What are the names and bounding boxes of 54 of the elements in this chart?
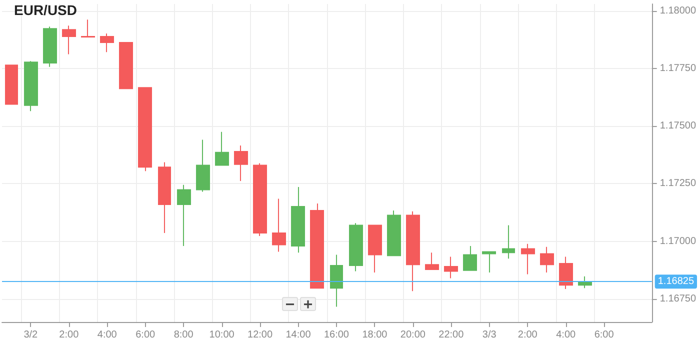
y-tick-label: 1.17750	[660, 63, 696, 74]
x-tick-label: 10:00	[209, 330, 235, 340]
x-tick-label: 14:00	[286, 330, 312, 340]
candlestick	[5, 64, 18, 105]
candlestick	[119, 42, 133, 90]
candlestick	[234, 144, 248, 182]
candlestick	[387, 210, 401, 256]
x-tick-label: 4:00	[556, 330, 576, 340]
candlestick	[482, 251, 496, 273]
candlestick	[177, 184, 191, 246]
candlestick	[330, 254, 343, 308]
candlestick	[463, 245, 477, 271]
ref-line-label: 1.16825	[658, 276, 694, 288]
x-tick-label: 3/3	[482, 330, 497, 340]
candlestick	[158, 162, 171, 234]
chart-title: EUR/USD	[14, 2, 78, 18]
candlestick	[349, 222, 363, 272]
x-tick-label: 22:00	[438, 330, 464, 340]
candlestick	[43, 26, 57, 68]
candlestick	[253, 162, 267, 237]
x-tick-label: 3/2	[24, 330, 38, 340]
y-tick-label: 1.17000	[660, 236, 696, 247]
y-tick-label: 1.18000	[660, 5, 696, 16]
candlestick	[540, 246, 554, 273]
candlestick	[100, 32, 114, 53]
x-tick-label: 6:00	[594, 330, 614, 340]
candlestick	[310, 203, 324, 289]
y-tick-label: 1.17250	[660, 178, 696, 190]
x-tick-label: 18:00	[362, 330, 388, 340]
candlestick	[521, 243, 535, 275]
x-tick-label: 12:00	[248, 330, 273, 340]
candlestick	[444, 256, 458, 279]
x-tick-label: 8:00	[174, 330, 194, 340]
x-tick-label: 6:00	[136, 330, 156, 340]
candlestick	[502, 224, 515, 260]
x-tick-label: 16:00	[324, 330, 350, 340]
x-tick-label: 2:00	[59, 330, 80, 340]
candlestick	[559, 256, 573, 290]
candlestick	[291, 186, 305, 254]
candlestick	[62, 25, 76, 55]
candlestick	[24, 60, 38, 112]
y-tick-label: 1.17500	[660, 120, 696, 132]
x-tick-label: 2:00	[518, 330, 538, 340]
candlestick	[196, 139, 210, 192]
candlestick	[81, 19, 95, 38]
x-tick-label: 20:00	[400, 330, 426, 340]
y-tick-label: 1.16750	[660, 293, 696, 304]
x-tick-label: 4:00	[97, 330, 118, 340]
candlestick	[138, 87, 152, 172]
candlestick	[425, 252, 439, 270]
candlestick	[368, 224, 382, 273]
candlestick	[406, 210, 420, 292]
candlestick	[215, 131, 229, 166]
candlestick	[272, 198, 286, 252]
